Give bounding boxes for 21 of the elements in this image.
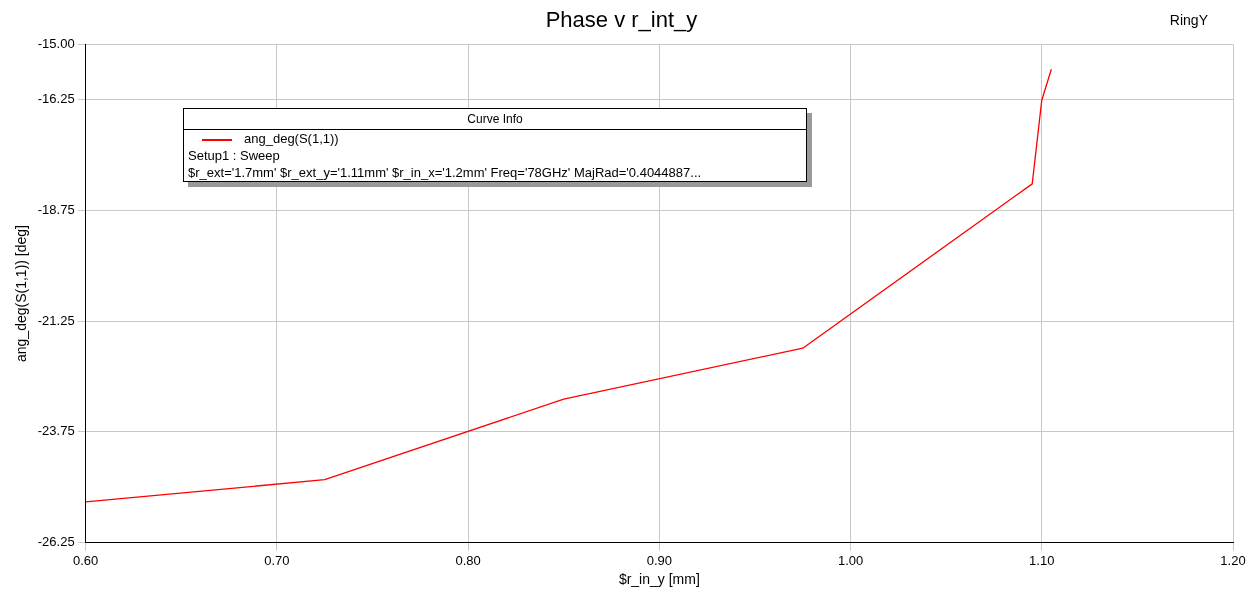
x-tick-label: 0.60 xyxy=(73,552,99,568)
y-tick-label: -16.25 xyxy=(37,91,75,107)
x-tick-label: 0.90 xyxy=(646,552,672,568)
text: RingY xyxy=(1169,12,1208,28)
annotation: Setup1 : Sweep xyxy=(187,147,281,164)
y-tick-label: -26.25 xyxy=(37,534,75,550)
y-tick-label: -21.25 xyxy=(37,312,75,328)
y-tick-label: -23.75 xyxy=(37,423,75,439)
x-tick-label: 1.10 xyxy=(1029,552,1055,568)
y-axis-title: ang_deg(S(1,1)) [deg] xyxy=(13,225,30,362)
x-tick-label: 1.00 xyxy=(837,552,864,568)
y-tick-label: -18.75 xyxy=(37,202,75,218)
x-axis-title: $r_in_y [mm] xyxy=(618,571,700,588)
y-tick-label: -15.00 xyxy=(37,35,75,51)
annotation: $r_ext='1.7mm' $r_ext_y='1.11mm' $r_in_x='1.2mm' Freq='78GHz' MajRad='0.4044887... xyxy=(187,164,703,181)
x-tick-label: 0.80 xyxy=(455,552,481,568)
legend-title: Curve Info xyxy=(466,111,524,128)
legend-label: ang_deg(S(1,1)) xyxy=(243,130,340,147)
x-tick-label: 0.70 xyxy=(264,552,290,568)
x-tick-label: 1.20 xyxy=(1220,552,1246,568)
chart-title: Phase v r_int_y xyxy=(545,7,698,33)
